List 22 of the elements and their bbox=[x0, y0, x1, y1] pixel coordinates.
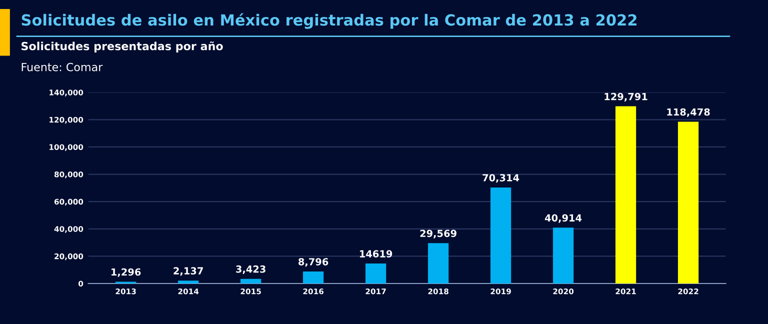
data-label: 118,478 bbox=[667, 108, 710, 117]
bar bbox=[428, 243, 449, 284]
bar bbox=[615, 106, 636, 284]
data-label: 8,796 bbox=[298, 258, 328, 267]
bar bbox=[240, 278, 262, 284]
data-label: 40,914 bbox=[544, 214, 582, 223]
data-label: 1,296 bbox=[112, 268, 141, 277]
data-label: 14619 bbox=[360, 250, 392, 258]
chart-subtitle: Solicitudes presentadas por año bbox=[22, 42, 223, 52]
chart-title: Solicitudes de asilo en México registradas por la Comar de 2013 a 2022 bbox=[22, 13, 636, 29]
data-label: 29,569 bbox=[420, 230, 456, 238]
data-label: 129,791 bbox=[604, 92, 648, 102]
bar bbox=[302, 271, 324, 284]
data-label: 2,137 bbox=[174, 267, 203, 276]
bar bbox=[552, 228, 574, 284]
bar bbox=[490, 187, 512, 284]
source-note: Fuente: Comar bbox=[22, 62, 103, 72]
data-label: 3,423 bbox=[236, 265, 266, 274]
bar bbox=[365, 264, 386, 284]
bar bbox=[678, 122, 699, 284]
data-label: 70,314 bbox=[482, 174, 520, 183]
bar bbox=[178, 280, 199, 284]
